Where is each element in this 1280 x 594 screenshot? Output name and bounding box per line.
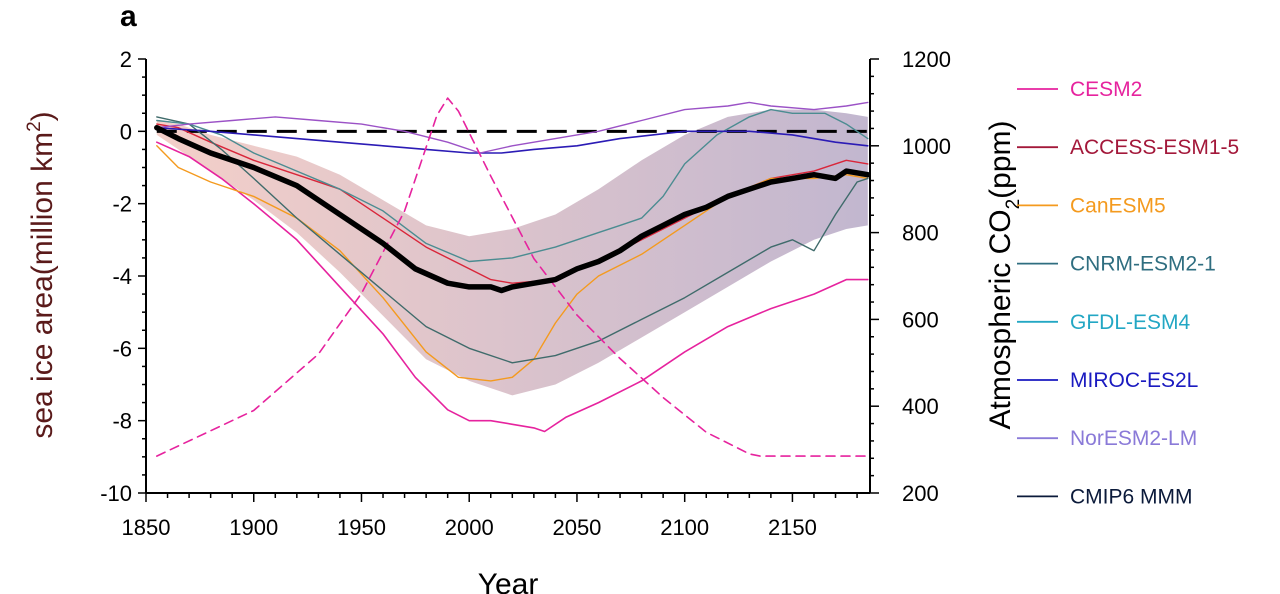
y-tick-label: -4 (112, 264, 132, 289)
x-axis-title: Year (478, 568, 539, 594)
legend-label: ACCESS-ESM1-5 (1070, 136, 1239, 159)
y-tick-label: -6 (112, 336, 132, 361)
panel-label: a (120, 0, 137, 33)
y-tick-label: 2 (120, 47, 132, 72)
series-line-gfdl-esm4 (156, 108, 869, 263)
legend-label: GFDL-ESM4 (1070, 311, 1191, 334)
y2-tick-label: 1200 (902, 47, 951, 72)
plot-area: 2 0 -2 -4 -6 -8 -10 1200 1000 800 600 400 200 1850 190… (100, 47, 951, 540)
y-axis-title-main: sea ice area(million km (26, 132, 59, 439)
series-line-cesm2 (156, 141, 869, 433)
y2-axis-title-sub: 2 (1003, 199, 1024, 210)
y-tick-label: -10 (100, 481, 132, 506)
series-line-co2-concentration (156, 97, 869, 457)
y2-axis-title: Atmospheric CO2(ppm) (984, 121, 1024, 430)
y-tick-label: 0 (120, 119, 132, 144)
y2-tick-label: 200 (902, 481, 939, 506)
legend-label: MIROC-ES2L (1070, 369, 1198, 392)
series-line-cmip6-mmm (154, 124, 871, 294)
x-tick-label: 2000 (445, 515, 494, 540)
x-tick-label: 1950 (337, 515, 386, 540)
spread-band (156, 109, 868, 396)
y2-tick-label: 800 (902, 221, 939, 246)
legend-label: CMIP6 MMM (1070, 485, 1193, 508)
series-line-noresm2-lm (156, 101, 869, 154)
y-tick-label: -2 (112, 192, 132, 217)
y-axis-title: sea ice area(million km2) (24, 111, 59, 438)
y-axis-title-end: ) (26, 111, 59, 121)
series-line-miroc-es2l (156, 126, 869, 154)
legend-label: CNRM-ESM2-1 (1070, 253, 1216, 276)
legend-label: CESM2 (1070, 78, 1142, 101)
y2-tick-label: 1000 (902, 134, 951, 159)
x-tick-label: 1850 (122, 515, 171, 540)
x-tick-label: 2050 (552, 515, 601, 540)
x-tick-label: 2100 (660, 515, 709, 540)
y2-axis-title-main: Atmospheric CO (984, 209, 1017, 429)
x-tick-label: 2150 (768, 515, 817, 540)
y2-tick-label: 600 (902, 307, 939, 332)
y2-tick-label: 400 (902, 394, 939, 419)
legend-label: CanESM5 (1070, 194, 1166, 217)
y-axis-title-sup: 2 (24, 121, 45, 132)
legend: CESM2 ACCESS-ESM1-5 CanESM5 CNRM-ESM2-1 GFDL… (1017, 78, 1239, 508)
y2-axis-title-end: (ppm) (984, 121, 1017, 199)
y-tick-label: -8 (112, 409, 132, 434)
series-line-cnrm-esm2-1 (156, 116, 869, 364)
x-tick-label: 1900 (229, 515, 278, 540)
legend-label: NorESM2-LM (1070, 427, 1197, 450)
